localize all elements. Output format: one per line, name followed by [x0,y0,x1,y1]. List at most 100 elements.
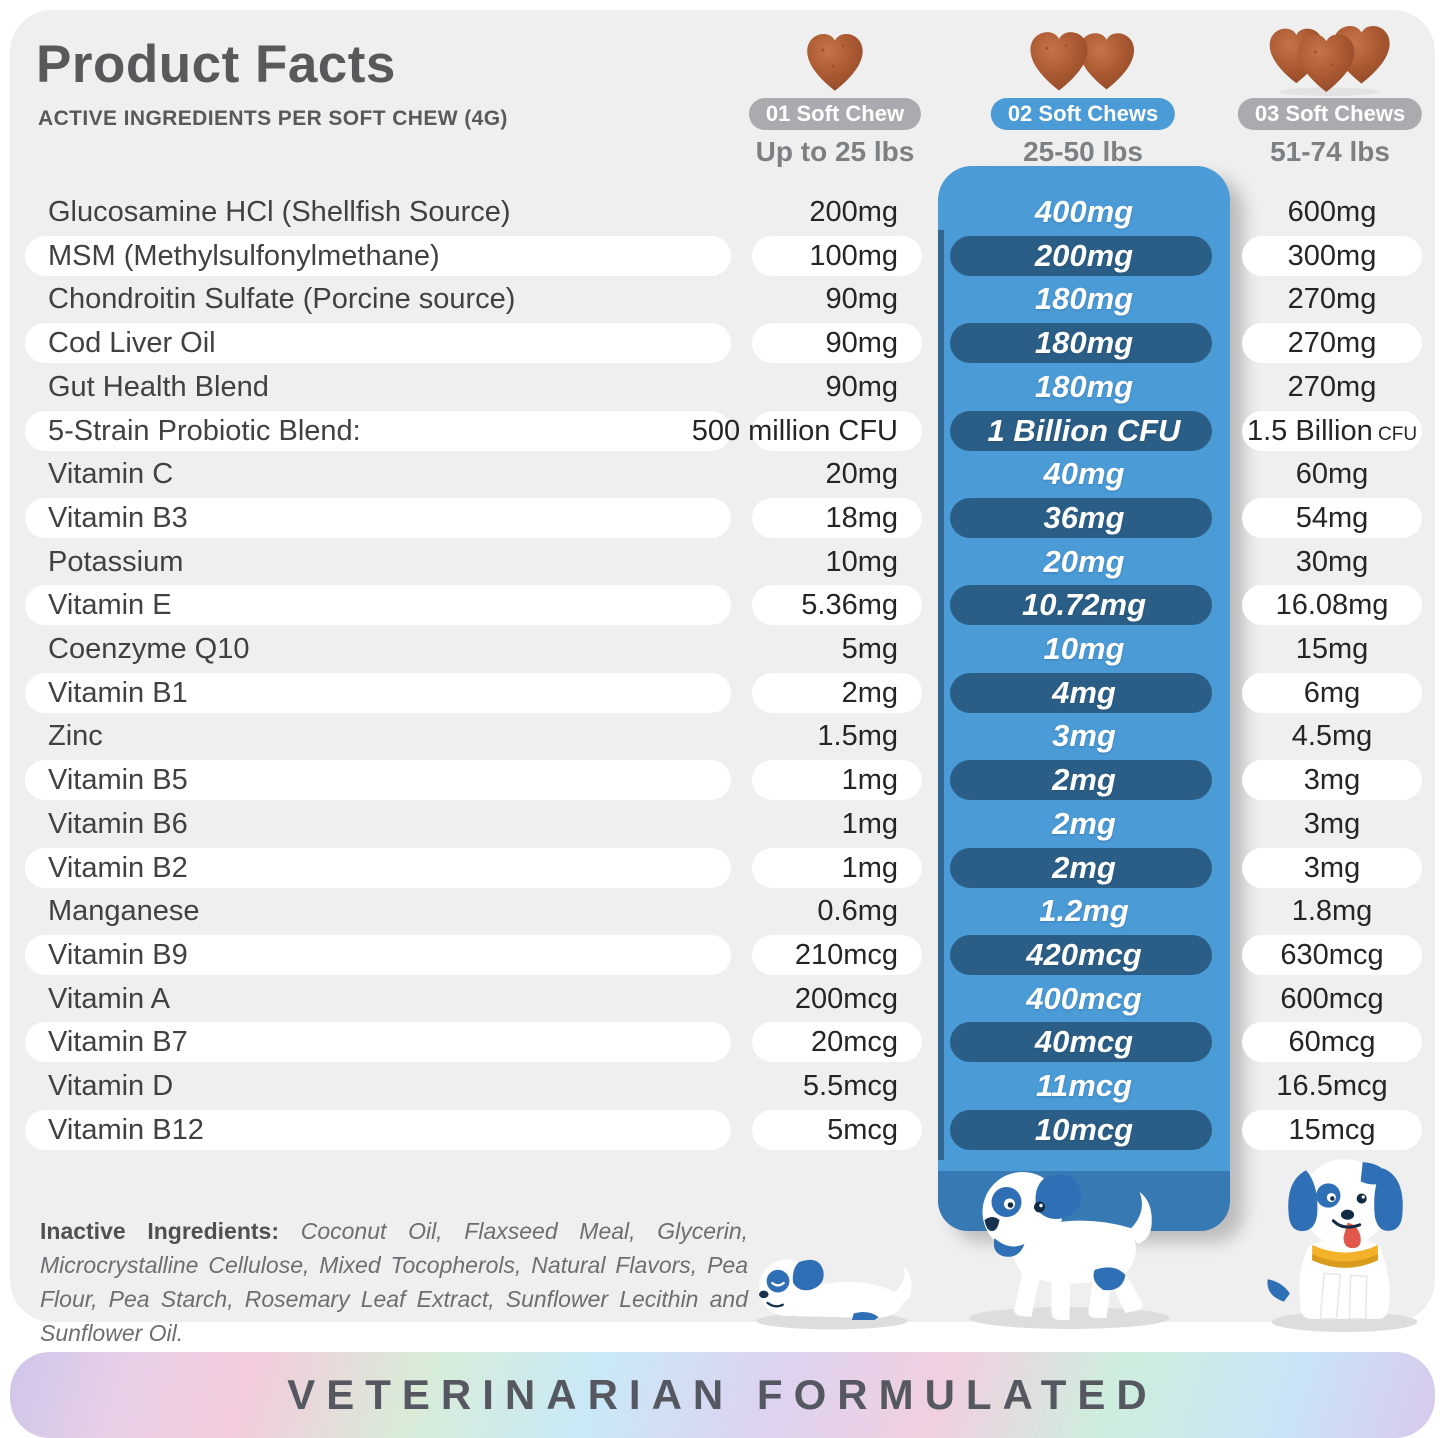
dose-value-col3: 270mg [1287,370,1377,403]
dose-value-col1: 210mcg [794,938,898,971]
ingredient-row: Vitamin C 20mg 40mg 60mg [0,452,1445,496]
dose-value-col2: 20mg [1043,543,1125,579]
dose-value-col3: 270mg [1287,327,1377,360]
dose-column-header-1: 01 Soft Chew Up to 25 lbs [748,22,922,168]
ingredient-name: Vitamin B7 [48,1026,188,1059]
row-dose1-pill [752,1022,922,1063]
dose-value-col2: 11mcg [1036,1068,1132,1103]
ingredient-name: Vitamin B5 [48,764,188,797]
medium-dog-illustration [942,1160,1197,1335]
dose-value-col1: 18mg [825,501,898,534]
row-dose3-pill [1242,760,1422,801]
ingredient-row: Cod Liver Oil 90mg 180mg 270mg [0,321,1445,365]
dose-value-col2: 36mg [1043,499,1125,535]
weight-range-label: Up to 25 lbs [755,136,915,167]
row-dose1-pill [752,497,922,538]
ingredient-row: Glucosamine HCl (Shellfish Source) 200mg… [0,190,1445,234]
dose-value-col2: 40mcg [1034,1024,1134,1060]
row-name-pill [25,672,731,713]
ingredient-row: Vitamin B9 210mcg 420mcg 630mcg [0,933,1445,977]
row-dose3-pill [1242,847,1422,888]
dose-value-col1: 20mg [825,458,898,491]
row-dose3-pill [1242,323,1422,364]
ingredient-row: Vitamin B5 1mg 2mg 3mg [0,758,1445,802]
ingredient-name: Vitamin B9 [48,938,188,971]
row-dose1-pill [752,1109,922,1150]
dose-value-col1: 5.36mg [801,589,898,622]
row-dose1-pill [752,672,922,713]
row-dose2-pill [950,410,1212,451]
dose-value-col1: 1.5mg [817,720,898,753]
row-dose3-pill [1242,934,1422,975]
dose-value-col3: 630mcg [1280,938,1384,971]
dose-value-col3: 30mg [1295,545,1369,578]
dose-value-col2: 400mcg [1026,980,1142,1016]
ingredient-name: Potassium [48,545,184,578]
dose-value-col3: 3mg [1303,807,1361,840]
small-puppy-illustration [742,1233,922,1338]
ingredient-row: Vitamin D 5.5mcg 11mcg 16.5mcg [0,1064,1445,1108]
dose-value-col1: 1mg [841,807,898,840]
weight-range-label: 25-50 lbs [1023,136,1143,167]
dose-value-col2: 400mg [1034,194,1134,229]
dose-badge: 01 Soft Chew [748,98,922,130]
ingredient-name: Vitamin B3 [48,501,188,534]
dose-value-col2: 10mg [1043,631,1125,666]
dose-value-col2: 180mg [1034,368,1134,404]
row-dose2-pill [950,497,1212,538]
dose-value-col3: 600mg [1287,196,1377,228]
dose-value-col3: 54mg [1295,501,1369,534]
dose-value-col3: 15mg [1295,633,1369,665]
dose-value-col2: 200mg [1034,237,1134,273]
dose-badge: 02 Soft Chews [990,98,1176,130]
dose-value-col2: 180mg [1034,325,1134,361]
row-name-pill [25,934,731,975]
dose-value-col3: 60mcg [1288,1026,1376,1059]
large-dog-illustration [1252,1150,1437,1337]
ingredient-row: Vitamin B12 5mcg 10mcg 15mcg [0,1108,1445,1152]
dose-value-col1: 0.6mg [817,895,898,928]
inactive-ingredients: Inactive Ingredients: Coconut Oil, Flaxs… [40,1214,748,1350]
row-name-pill [25,235,731,276]
ingredient-row: Vitamin A 200mcg 400mcg 600mcg [0,977,1445,1021]
ingredient-name: Vitamin B1 [48,676,188,709]
row-dose3-pill [1242,585,1422,626]
ingredient-name: Chondroitin Sulfate (Porcine source) [48,283,516,316]
dose-value-col1: 90mg [825,283,898,316]
ingredient-row: Gut Health Blend 90mg 180mg 270mg [0,365,1445,409]
row-dose2-pill [950,1022,1212,1063]
ingredient-row: Vitamin B7 20mcg 40mcg 60mcg [0,1020,1445,1064]
row-dose2-pill [950,934,1212,975]
dose-value-col3: 270mg [1287,283,1377,316]
dose-value-col2: 2mg [1052,762,1116,798]
ingredient-row: Vitamin B1 2mg 4mg 6mg [0,671,1445,715]
dose-badge: 03 Soft Chews [1237,98,1423,130]
row-dose1-pill [752,760,922,801]
row-dose1-pill [752,323,922,364]
holographic-banner: VETERINARIAN FORMULATED [10,1352,1435,1438]
ingredient-name: Vitamin B6 [48,807,188,840]
dose-value-col1: 500 million CFU [691,414,898,447]
dose-value-col3: 15mcg [1288,1113,1376,1146]
ingredient-name: Vitamin B12 [48,1113,204,1146]
dose-value-col2: 3mg [1052,718,1116,754]
row-dose3-pill [1242,497,1422,538]
ingredient-name: Vitamin A [48,982,170,1015]
row-name-pill [25,847,731,888]
dose-value-col2: 1.2mg [1039,893,1129,929]
dose-value-col3: 1.5 Billion CFU [1246,414,1418,447]
inactive-ingredients-text: Coconut Oil, Flaxseed Meal, Glycerin, Mi… [40,1218,748,1346]
ingredient-name: Vitamin D [48,1070,174,1102]
row-dose2-pill [950,672,1212,713]
ingredient-name: Manganese [48,895,200,928]
row-dose2-pill [950,1109,1212,1150]
dose-value-col1: 1mg [841,851,898,884]
row-dose1-pill [752,410,922,451]
ingredient-row: Vitamin E 5.36mg 10.72mg 16.08mg [0,583,1445,627]
dose-value-col3: 3mg [1303,764,1361,797]
ingredient-name: Vitamin E [48,589,172,622]
dose-value-col3: 1.8mg [1291,895,1373,928]
dose-value-col1: 5mcg [827,1113,898,1146]
ingredient-name: Glucosamine HCl (Shellfish Source) [48,196,511,228]
dose-value-col2: 10.72mg [1021,587,1147,623]
